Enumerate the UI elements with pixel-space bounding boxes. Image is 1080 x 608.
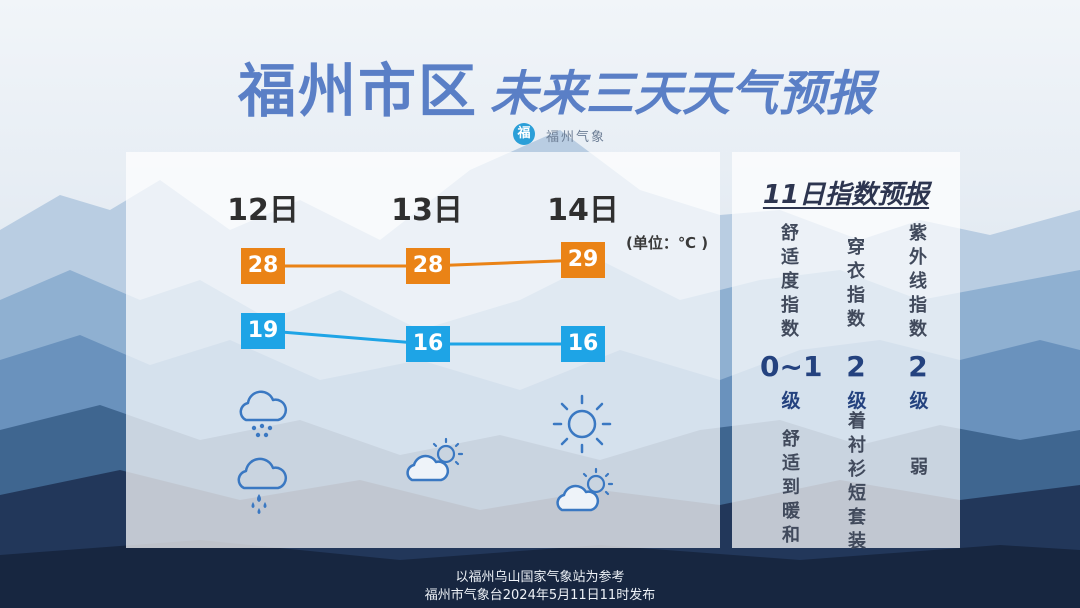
index-title: 11日指数预报 (762, 180, 930, 210)
day-label-3: 14日 (547, 193, 619, 228)
high-temp-day-2: 28 (406, 248, 450, 284)
low-temp-day-2: 16 (406, 326, 450, 362)
index-name-uv: 紫外线指数 (909, 223, 927, 340)
index-desc-comfort: 舒适到暖和 (782, 429, 800, 546)
footer-issued: 福州市气象台2024年5月11日11时发布 (424, 588, 656, 603)
index-desc-uv: 弱 (910, 457, 928, 478)
index-level-uv: 2 (908, 350, 928, 383)
day-label-1: 12日 (227, 193, 299, 228)
title-forecast: 未来三天天气预报 (490, 66, 875, 122)
sunny-icon (552, 394, 612, 454)
index-name-comfort: 舒适度指数 (781, 223, 799, 340)
index-level-dressing: 2 (846, 350, 866, 383)
day-label-2: 13日 (391, 193, 463, 228)
index-unit-comfort: 级 (781, 390, 801, 412)
partly-cloudy-icon (556, 467, 614, 512)
index-unit-dressing: 级 (847, 390, 867, 412)
low-temp-day-3: 16 (561, 326, 605, 362)
index-name-dressing: 穿衣指数 (847, 237, 865, 330)
footer-reference: 以福州乌山国家气象站为参考 (455, 570, 625, 585)
index-level-comfort: 0~1 (760, 350, 823, 383)
index-desc-dressing: 着衬衫短套装 (848, 411, 866, 552)
rain-icon (237, 457, 287, 514)
unit-label: (单位：℃ ) (626, 234, 709, 252)
index-unit-uv: 级 (909, 390, 929, 412)
title-city: 福州市区 (238, 57, 479, 125)
index-panel (732, 152, 960, 548)
light-rain-icon (239, 390, 287, 438)
fuzhou-weather-logo-icon: 福 (513, 123, 535, 145)
logo-text: 福州气象 (546, 130, 607, 145)
low-temp-day-1: 19 (241, 312, 285, 349)
partly-cloudy-icon (406, 437, 464, 482)
high-temp-day-3: 29 (561, 242, 605, 278)
high-temp-day-1: 28 (241, 248, 285, 284)
